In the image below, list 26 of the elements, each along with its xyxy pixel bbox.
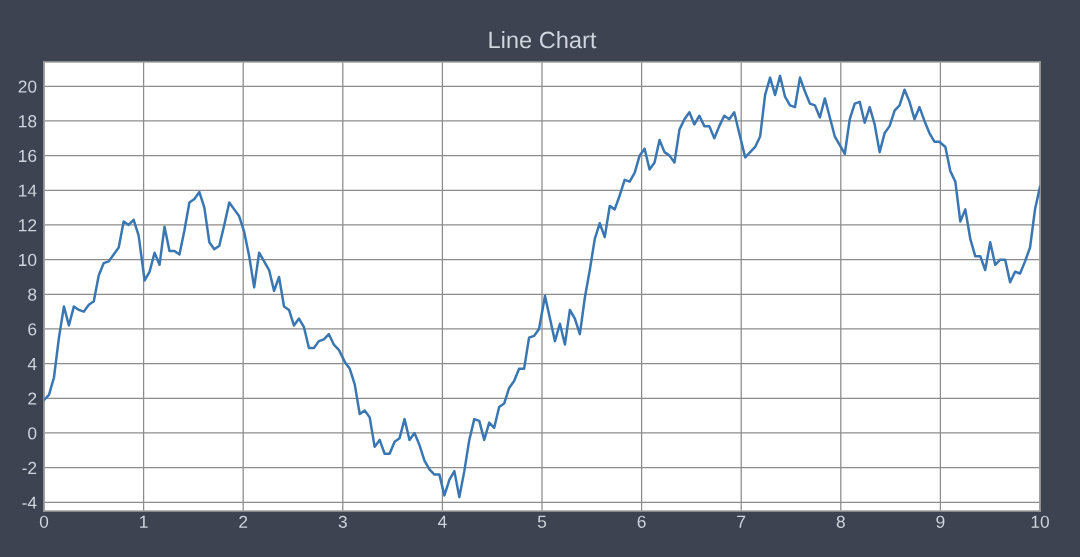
x-tick-label: 7	[737, 515, 746, 528]
line-series	[44, 74, 1040, 499]
y-tick-label: 12	[19, 219, 37, 232]
y-tick-label: 8	[28, 288, 37, 301]
x-tick-label: 3	[338, 515, 347, 528]
y-tick-label: -4	[22, 496, 37, 509]
x-tick-label: 5	[537, 515, 547, 528]
x-tick-label: 6	[637, 515, 646, 528]
y-tick-label: 2	[28, 392, 37, 405]
y-tick-label: 4	[27, 357, 37, 370]
x-tick-label: 10	[1031, 515, 1049, 528]
x-tick-label: 0	[39, 515, 49, 528]
y-tick-label: 6	[28, 323, 37, 336]
y-tick-label: 20	[18, 80, 37, 93]
y-tick-label: 14	[19, 184, 37, 197]
x-tick-label: 1	[140, 515, 148, 528]
x-tick-label: 2	[239, 515, 248, 528]
x-tick-label: 8	[836, 515, 845, 528]
y-tick-label: 10	[19, 253, 37, 267]
y-tick-label: -2	[22, 461, 37, 474]
y-tick-label: 16	[19, 149, 37, 163]
y-tick-label: 18	[19, 115, 37, 128]
y-tick-label: 0	[28, 427, 37, 440]
x-tick-label: 4	[437, 515, 447, 528]
x-tick-label: 9	[936, 515, 945, 528]
chart-title: Line Chart	[489, 31, 597, 49]
